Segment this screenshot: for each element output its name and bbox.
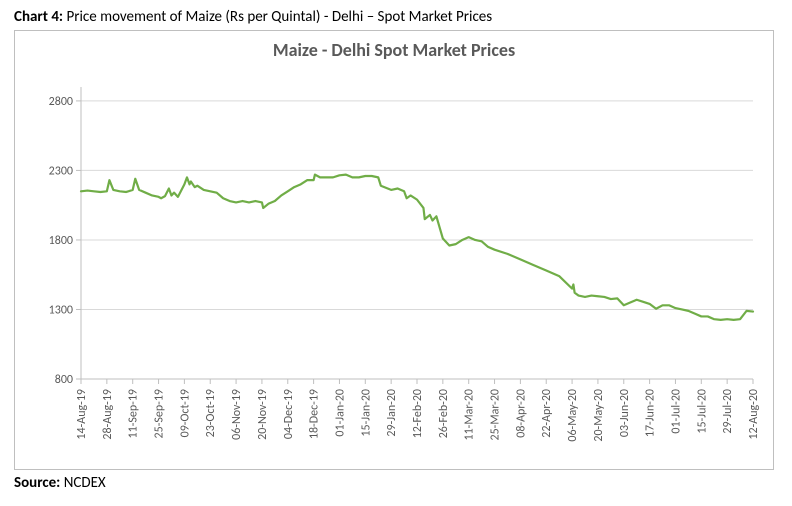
svg-text:2300: 2300 — [49, 164, 73, 178]
chart-source-text: NCDEX — [64, 474, 106, 492]
chart-svg: 800 1300 1800 2300 2800 14-Aug-19 28-Aug-19 11-… — [25, 67, 765, 463]
svg-text:2800: 2800 — [49, 95, 73, 109]
svg-text:11-Mar-20: 11-Mar-20 — [463, 389, 477, 441]
svg-text:01-Jul-20: 01-Jul-20 — [669, 389, 683, 434]
chart-plot: 800 1300 1800 2300 2800 14-Aug-19 28-Aug-19 11-… — [25, 67, 763, 467]
svg-text:20-May-20: 20-May-20 — [592, 389, 606, 442]
svg-text:14-Aug-19: 14-Aug-19 — [75, 389, 89, 440]
svg-text:06-Nov-19: 06-Nov-19 — [230, 389, 244, 440]
svg-text:03-Jun-20: 03-Jun-20 — [618, 389, 632, 437]
svg-text:17-Jun-20: 17-Jun-20 — [644, 389, 658, 437]
chart-caption: Chart 4: Price movement of Maize (Rs per… — [14, 8, 778, 26]
svg-text:09-Oct-19: 09-Oct-19 — [178, 389, 192, 437]
svg-text:15-Jul-20: 15-Jul-20 — [695, 389, 709, 434]
chart-source: Source: NCDEX — [14, 474, 778, 492]
svg-text:23-Oct-19: 23-Oct-19 — [204, 389, 218, 437]
svg-text:29-Jul-20: 29-Jul-20 — [721, 389, 735, 434]
svg-text:04-Dec-19: 04-Dec-19 — [282, 389, 296, 439]
svg-text:01-Jan-20: 01-Jan-20 — [333, 389, 347, 437]
chart-source-label: Source: — [14, 474, 60, 492]
svg-text:08-Apr-20: 08-Apr-20 — [514, 389, 528, 438]
svg-text:15-Jan-20: 15-Jan-20 — [359, 389, 373, 437]
chart-caption-label: Chart 4: — [14, 8, 63, 26]
svg-text:22-Apr-20: 22-Apr-20 — [540, 389, 554, 438]
svg-text:28-Aug-19: 28-Aug-19 — [101, 389, 115, 440]
chart-caption-text: Price movement of Maize (Rs per Quintal)… — [66, 8, 492, 26]
svg-text:06-May-20: 06-May-20 — [566, 389, 580, 442]
svg-text:26-Feb-20: 26-Feb-20 — [437, 389, 451, 438]
svg-text:29-Jan-20: 29-Jan-20 — [385, 389, 399, 437]
svg-text:800: 800 — [55, 373, 73, 387]
chart-container: Maize - Delhi Spot Market Prices 800 1300… — [14, 30, 774, 470]
svg-text:25-Mar-20: 25-Mar-20 — [489, 389, 503, 441]
svg-text:25-Sep-19: 25-Sep-19 — [153, 389, 167, 438]
svg-text:1800: 1800 — [49, 234, 73, 248]
svg-text:20-Nov-19: 20-Nov-19 — [256, 389, 270, 440]
svg-text:12-Feb-20: 12-Feb-20 — [411, 389, 425, 438]
chart-title: Maize - Delhi Spot Market Prices — [25, 39, 763, 61]
svg-text:12-Aug-20: 12-Aug-20 — [747, 389, 761, 440]
svg-text:1300: 1300 — [49, 303, 73, 317]
svg-text:18-Dec-19: 18-Dec-19 — [308, 389, 322, 439]
svg-text:11-Sep-19: 11-Sep-19 — [127, 389, 141, 438]
